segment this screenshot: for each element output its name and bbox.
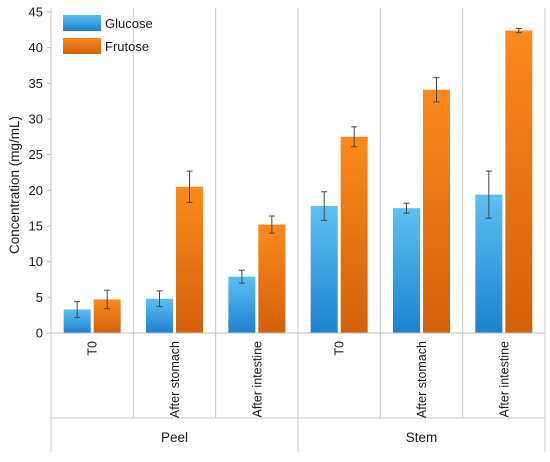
error-bar [321,191,328,221]
bar-frutose-after-stomach-peel [176,186,203,333]
bar-frutose-after-intestine-peel [258,224,286,333]
category-separators [50,8,546,452]
bar-frutose-after-stomach-stem [423,89,450,334]
y-tick-label: 15 [29,219,43,234]
y-tick-label: 30 [29,112,43,127]
y-tick-label: 5 [36,290,43,305]
bar-glucose-t0-stem [310,206,338,333]
y-tick-label: 20 [29,183,43,198]
category-labels: T0 After stomach After intestine T0 After st… [86,341,512,445]
axes: 0 5 10 15 20 25 30 35 40 45 [29,5,545,341]
error-bar [515,27,522,34]
x-tick-label: T0 [86,341,100,356]
y-tick-label: 35 [29,76,43,91]
error-bar [351,126,358,148]
y-axis-title: Concentration (mg/mL) [7,116,22,254]
error-bar [403,202,410,214]
error-bar [104,289,111,310]
error-bar [268,215,275,234]
legend-label-frutose: Frutose [105,39,149,54]
bar-glucose-after-intestine-peel [228,276,256,333]
bar-glucose-t0-peel [63,309,91,333]
legend-label-glucose: Glucose [105,16,153,31]
x-tick-label: After stomach [168,341,182,418]
bar-layer [63,27,533,334]
y-tick-label: 45 [29,5,43,20]
legend: Glucose Frutose [63,15,153,54]
error-bar [485,170,492,219]
error-bar [156,290,163,308]
x-tick-label: T0 [333,341,347,356]
bar-glucose-after-stomach-stem [393,208,420,333]
x-tick-label: After intestine [250,341,264,417]
y-tick-label: 40 [29,40,43,55]
bar-frutose-t0-stem [340,136,368,333]
error-bar [433,77,440,103]
error-bar [186,170,193,203]
group-label-stem: Stem [406,430,438,445]
legend-swatch-frutose [63,38,101,54]
y-tick-label: 25 [29,147,43,162]
group-label-peel: Peel [161,430,188,445]
x-tick-label: After stomach [415,341,429,418]
bar-frutose-after-intestine-stem [505,30,533,334]
y-tick-label: 0 [36,326,43,341]
error-bar [238,269,245,284]
y-tick-label: 10 [29,254,43,269]
legend-swatch-glucose [63,15,101,31]
error-bar [74,301,81,318]
x-tick-label: After intestine [497,341,511,417]
